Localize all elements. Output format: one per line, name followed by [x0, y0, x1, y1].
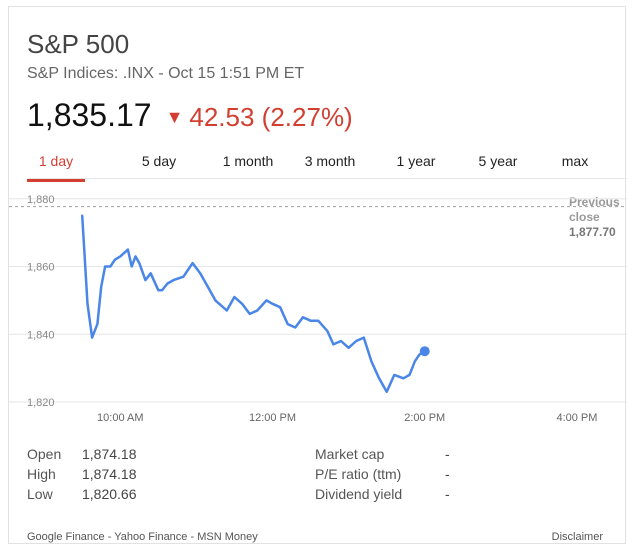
- x-tick-label: 12:00 PM: [249, 412, 296, 424]
- y-tick-label: 1,840: [27, 329, 55, 341]
- stat-row-market-cap: Market cap -: [315, 444, 450, 464]
- stat-label-open: Open: [27, 446, 62, 462]
- stat-row-high: High 1,874.18: [27, 464, 137, 484]
- index-subtitle: S&P Indices: .INX - Oct 15 1:51 PM ET: [27, 65, 305, 82]
- stat-row-open: Open 1,874.18: [27, 444, 137, 464]
- footer-sources[interactable]: Google Finance - Yahoo Finance - MSN Mon…: [27, 531, 258, 543]
- stats-left: Open 1,874.18 High 1,874.18 Low 1,820.66: [27, 444, 137, 504]
- stat-value-low: 1,820.66: [82, 486, 137, 502]
- stat-label-dividend-yield: Dividend yield: [315, 486, 403, 502]
- stat-value-open: 1,874.18: [82, 446, 137, 462]
- stat-label-market-cap: Market cap: [315, 446, 385, 462]
- y-tick-label: 1,860: [27, 262, 55, 274]
- stat-value-pe-ratio: -: [445, 466, 450, 482]
- x-tick-label: 10:00 AM: [97, 412, 143, 424]
- stat-row-dividend-yield: Dividend yield -: [315, 484, 450, 504]
- tab-5-year[interactable]: 5 year: [478, 153, 518, 169]
- price-chart: 1,820 1,840 1,860 1,880 10:00 AM 12:00 PM 2:00…: [9, 194, 627, 424]
- y-tick-label: 1,820: [27, 397, 55, 409]
- previous-close-label-2: close: [569, 210, 600, 224]
- stat-value-market-cap: -: [445, 446, 450, 462]
- stats-right: Market cap - P/E ratio (ttm) - Dividend …: [315, 444, 450, 504]
- latest-price-point: [419, 346, 430, 357]
- stat-value-dividend-yield: -: [445, 486, 450, 502]
- stat-label-low: Low: [27, 486, 53, 502]
- stat-value-high: 1,874.18: [82, 466, 137, 482]
- stat-label-pe-ratio: P/E ratio (ttm): [315, 466, 402, 482]
- range-tabs: 1 day 5 day 1 month 3 month 1 year 5 yea…: [27, 147, 627, 182]
- tab-1-year[interactable]: 1 year: [396, 153, 436, 169]
- stat-row-low: Low 1,820.66: [27, 484, 137, 504]
- disclaimer-link[interactable]: Disclaimer: [551, 531, 603, 543]
- previous-close-value: 1,877.70: [569, 225, 616, 239]
- price-change-value: 42.53 (2.27%): [189, 102, 353, 132]
- x-tick-label: 2:00 PM: [404, 412, 445, 424]
- index-title: S&P 500: [27, 29, 130, 59]
- current-price: 1,835.17: [27, 97, 152, 133]
- tab-3-month[interactable]: 3 month: [304, 153, 356, 169]
- tab-1-day[interactable]: 1 day: [27, 147, 85, 182]
- stat-label-high: High: [27, 466, 56, 482]
- quote-card: S&P 500 S&P Indices: .INX - Oct 15 1:51 …: [8, 6, 627, 544]
- tab-5-day[interactable]: 5 day: [141, 153, 177, 169]
- price-change: ▼ 42.53 (2.27%): [166, 102, 353, 133]
- y-tick-label: 1,880: [27, 194, 55, 206]
- tab-max[interactable]: max: [561, 153, 589, 169]
- stat-row-pe-ratio: P/E ratio (ttm) -: [315, 464, 450, 484]
- tabs-divider: [27, 178, 627, 179]
- x-tick-label: 4:00 PM: [556, 412, 597, 424]
- price-series-line: [80, 214, 426, 394]
- price-row: 1,835.17 ▼ 42.53 (2.27%): [27, 97, 353, 134]
- tab-1-month[interactable]: 1 month: [222, 153, 274, 169]
- down-arrow-icon: ▼: [165, 107, 184, 127]
